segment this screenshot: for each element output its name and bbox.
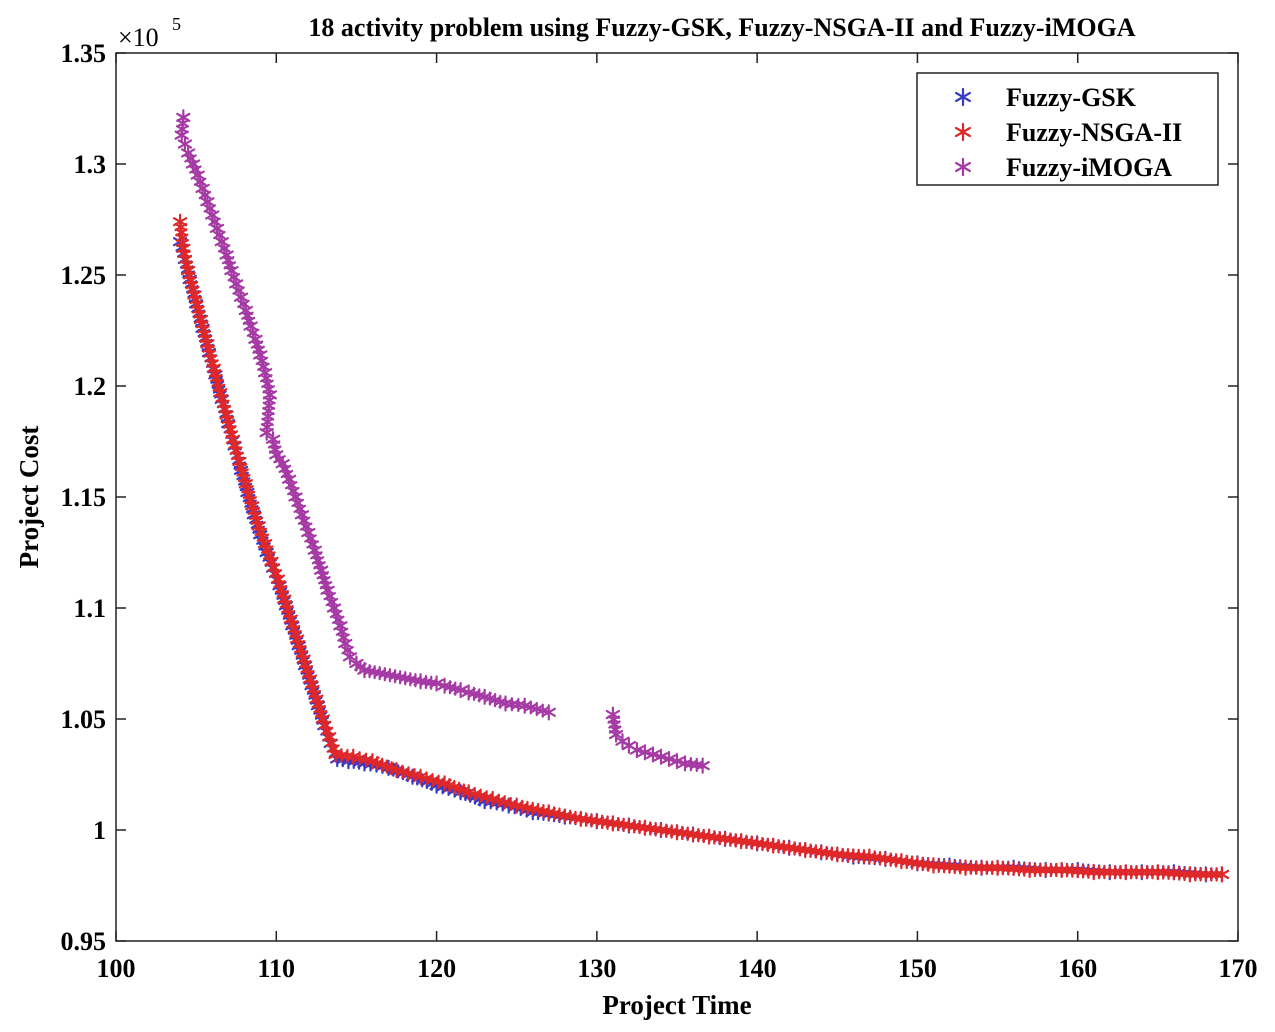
data-point bbox=[661, 750, 677, 768]
data-point bbox=[669, 753, 685, 770]
data-point bbox=[1022, 861, 1037, 879]
x-tick-label: 110 bbox=[257, 954, 295, 983]
data-point bbox=[1214, 866, 1230, 883]
data-point bbox=[629, 741, 645, 759]
y-tick-label: 1.3 bbox=[74, 150, 107, 179]
legend-marker bbox=[954, 87, 972, 107]
data-point bbox=[429, 675, 444, 692]
data-point bbox=[958, 859, 973, 876]
legend-marker bbox=[954, 122, 972, 142]
y-axis-exponent-power: 5 bbox=[172, 14, 181, 34]
x-tick-label: 100 bbox=[97, 954, 136, 983]
x-tick-label: 150 bbox=[898, 954, 937, 983]
data-point bbox=[695, 757, 710, 774]
series-layer bbox=[172, 109, 1230, 883]
legend: Fuzzy-GSK Fuzzy-NSGA-II Fuzzy-iMOGA bbox=[916, 72, 1219, 186]
series-fuzzy-nsga-ii bbox=[172, 213, 1230, 883]
x-axis-ticks: 100 110 120 130 140 150 160 170 bbox=[97, 53, 1258, 983]
y-tick-label: 1.15 bbox=[61, 483, 107, 512]
chart-title: 18 activity problem using Fuzzy-GSK, Fuz… bbox=[308, 13, 1135, 42]
data-point bbox=[342, 648, 358, 665]
y-tick-label: 1 bbox=[93, 816, 106, 845]
x-tick-label: 160 bbox=[1058, 954, 1097, 983]
data-point bbox=[1182, 866, 1198, 883]
data-point bbox=[1118, 864, 1133, 881]
legend-label: Fuzzy-iMOGA bbox=[1006, 153, 1172, 182]
y-tick-label: 1.05 bbox=[61, 705, 107, 734]
data-point bbox=[453, 682, 468, 699]
legend-label: Fuzzy-GSK bbox=[1006, 83, 1137, 112]
data-point bbox=[608, 726, 624, 743]
y-tick-label: 1.35 bbox=[61, 39, 107, 68]
y-axis-exponent: ×10 5 bbox=[118, 14, 181, 52]
y-tick-label: 1.1 bbox=[74, 594, 107, 623]
y-tick-label: 0.95 bbox=[61, 927, 107, 956]
y-tick-label: 1.25 bbox=[61, 261, 107, 290]
data-point bbox=[645, 746, 661, 763]
data-point bbox=[259, 424, 274, 441]
series-fuzzy-gsk bbox=[172, 233, 1230, 883]
y-axis-ticks: 0.95 1 1.05 1.1 1.15 1.2 1.25 1.3 1.35 bbox=[61, 39, 1238, 956]
data-point bbox=[541, 704, 556, 721]
legend-label: Fuzzy-NSGA-II bbox=[1006, 118, 1182, 147]
data-point bbox=[637, 744, 653, 761]
x-tick-label: 120 bbox=[417, 954, 456, 983]
y-tick-label: 1.2 bbox=[74, 372, 107, 401]
data-point bbox=[1086, 864, 1101, 881]
plot-area bbox=[115, 52, 1239, 942]
x-tick-label: 130 bbox=[577, 954, 616, 983]
x-axis-label: Project Time bbox=[602, 990, 751, 1020]
x-tick-label: 170 bbox=[1219, 954, 1258, 983]
x-tick-label: 140 bbox=[738, 954, 777, 983]
y-axis-label: Project Cost bbox=[14, 426, 44, 569]
y-axis-exponent-base: ×10 bbox=[118, 23, 159, 52]
data-point bbox=[653, 748, 669, 765]
legend-marker bbox=[954, 157, 972, 177]
series-fuzzy-imoga bbox=[174, 109, 710, 774]
